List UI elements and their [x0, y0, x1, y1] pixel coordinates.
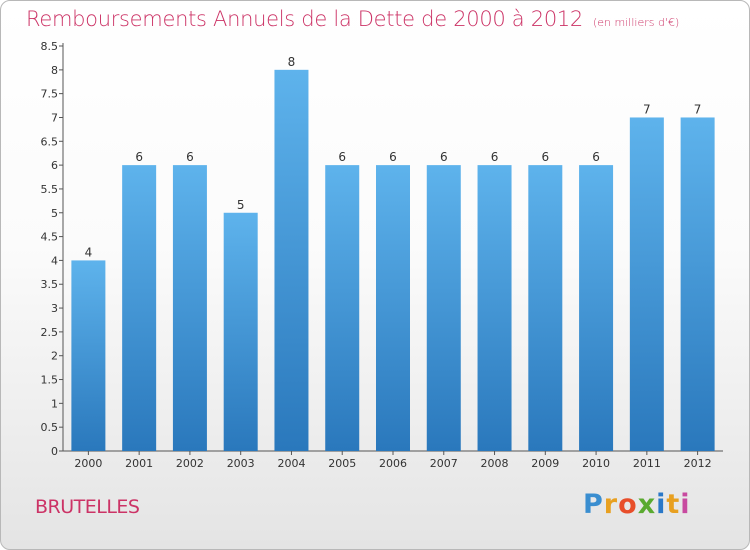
bar-value-label: 6 — [389, 150, 397, 164]
bar — [223, 212, 258, 451]
y-tick-label: 3 — [51, 302, 58, 315]
x-tick-label: 2004 — [277, 457, 305, 470]
proxiti-logo[interactable]: Proxiti — [583, 489, 691, 520]
logo-letter: i — [680, 489, 691, 520]
chart-unit: (en milliers d'€) — [593, 16, 680, 29]
y-tick-label: 7.5 — [41, 88, 59, 101]
y-tick-label: 3.5 — [41, 278, 59, 291]
x-tick-label: 2012 — [684, 457, 712, 470]
bar — [426, 165, 461, 451]
y-tick-label: 2 — [51, 350, 58, 363]
commune-name: BRUTELLES — [35, 496, 140, 518]
bar — [376, 165, 410, 451]
bar-value-label: 6 — [592, 150, 600, 164]
y-tick-label: 0 — [51, 445, 58, 458]
logo-letter: i — [656, 489, 667, 520]
bar-value-label: 6 — [135, 150, 143, 164]
x-tick-label: 2007 — [430, 457, 458, 470]
bar — [172, 165, 207, 451]
y-tick-label: 5 — [51, 207, 58, 220]
x-tick-label: 2006 — [379, 457, 407, 470]
y-tick-label: 7 — [51, 111, 58, 124]
bar-value-label: 6 — [491, 150, 499, 164]
x-tick-label: 2010 — [582, 457, 610, 470]
logo-letter: x — [637, 489, 657, 520]
chart-title: Remboursements Annuels de la Dette de 20… — [26, 7, 679, 31]
bar — [528, 165, 563, 451]
logo-letter: P — [583, 489, 604, 520]
y-tick-label: 4 — [51, 254, 58, 267]
bar — [325, 165, 360, 451]
bar-value-label: 7 — [643, 102, 651, 116]
x-tick-label: 2009 — [531, 457, 559, 470]
bar-value-label: 6 — [440, 150, 448, 164]
y-tick-label: 4.5 — [41, 231, 59, 244]
bar-value-label: 6 — [186, 150, 194, 164]
bar-value-label: 5 — [237, 198, 245, 212]
bar — [71, 260, 106, 451]
x-tick-label: 2011 — [633, 457, 661, 470]
bar — [477, 165, 512, 451]
logo-letter: o — [618, 489, 638, 520]
bar-value-label: 4 — [85, 245, 93, 259]
y-tick-label: 8 — [51, 64, 58, 77]
y-tick-label: 0.5 — [41, 421, 59, 434]
bar-value-label: 8 — [288, 55, 296, 69]
y-tick-label: 1 — [51, 397, 58, 410]
y-tick-label: 8.5 — [41, 40, 59, 53]
y-tick-label: 1.5 — [41, 374, 59, 387]
x-tick-label: 2002 — [176, 457, 204, 470]
bar — [680, 117, 715, 452]
bar-value-label: 6 — [338, 150, 346, 164]
x-tick-label: 2001 — [125, 457, 153, 470]
x-tick-label: 2003 — [227, 457, 255, 470]
bar-value-label: 7 — [694, 102, 702, 116]
x-tick-label: 2005 — [328, 457, 356, 470]
x-tick-label: 2008 — [481, 457, 509, 470]
x-tick-label: 2000 — [74, 457, 102, 470]
y-tick-label: 6 — [51, 159, 58, 172]
logo-letter: t — [666, 489, 681, 520]
logo-letter: r — [603, 489, 619, 520]
bar — [629, 117, 664, 452]
chart-title-text: Remboursements Annuels de la Dette de 20… — [26, 7, 583, 31]
y-tick-label: 6.5 — [41, 135, 59, 148]
bar — [579, 165, 614, 451]
bar — [122, 165, 157, 451]
bar-value-label: 6 — [541, 150, 549, 164]
bar — [274, 69, 309, 451]
y-tick-label: 5.5 — [41, 183, 59, 196]
y-tick-label: 2.5 — [41, 326, 59, 339]
